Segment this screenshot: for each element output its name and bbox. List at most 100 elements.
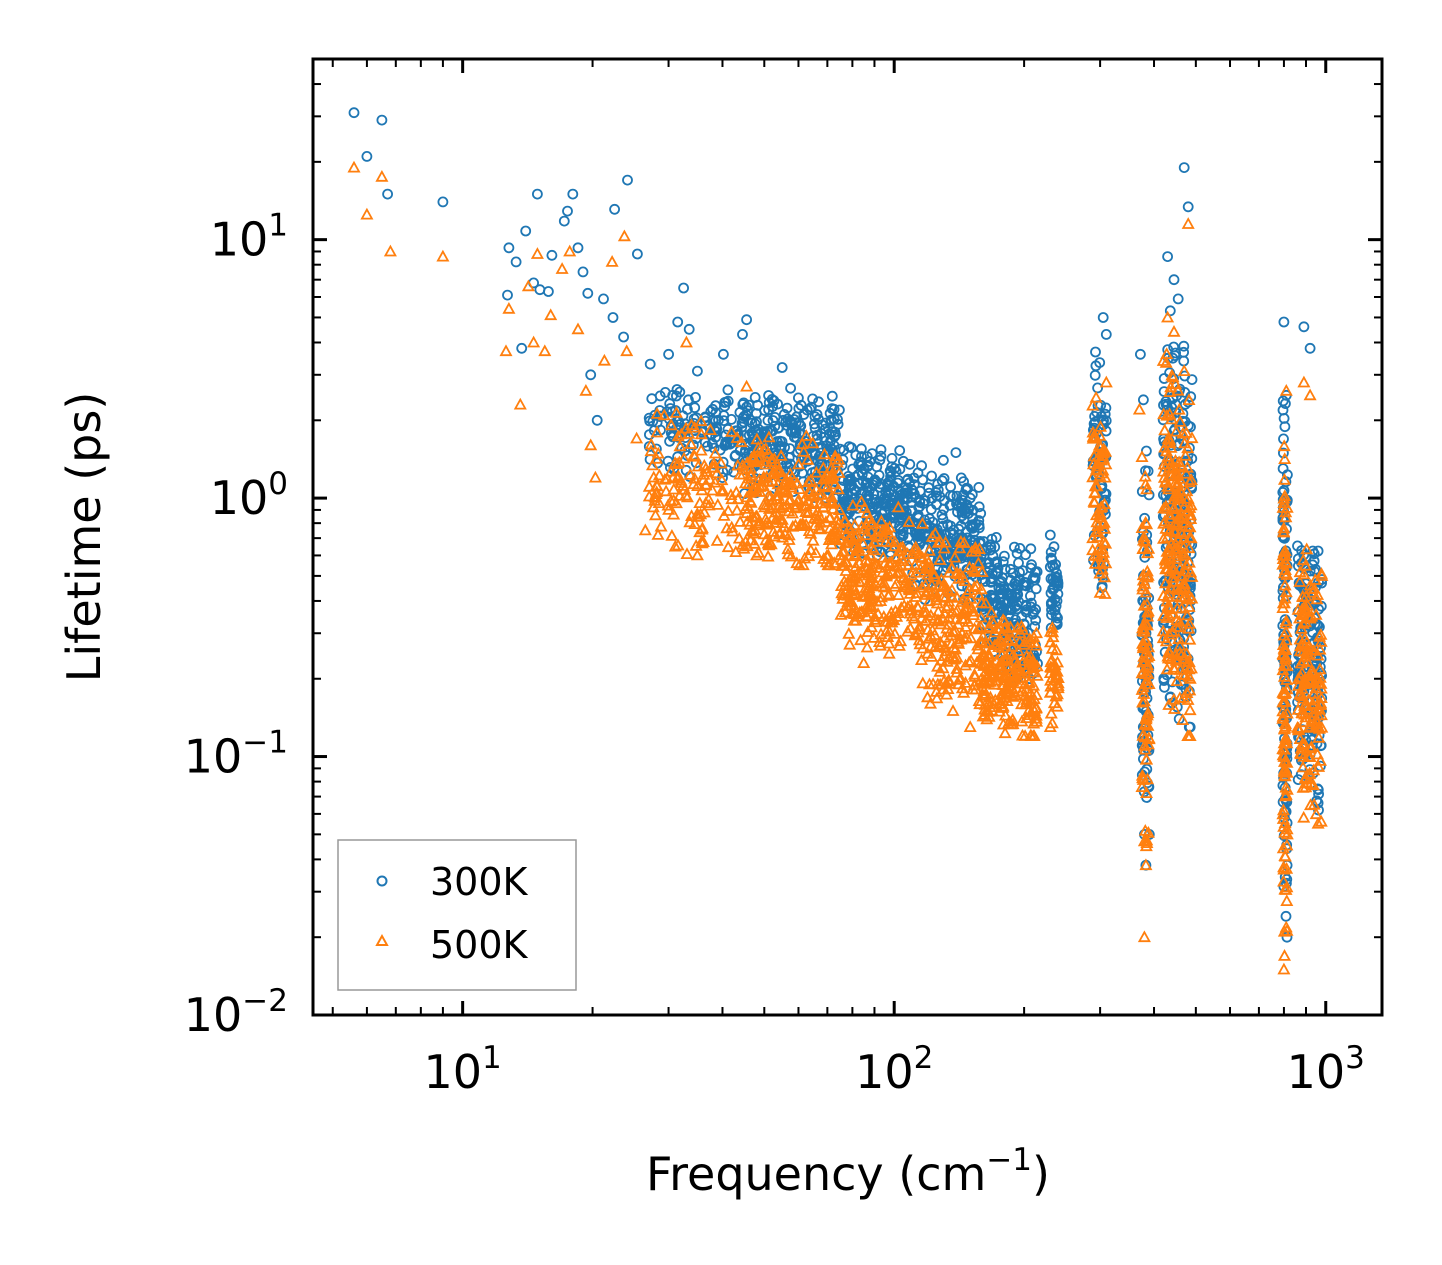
x-tick-label: 103 [1287, 1040, 1365, 1099]
point-500k [1002, 634, 1016, 646]
legend-marker-300k [376, 875, 388, 887]
legend: 300K 500K [337, 839, 577, 991]
point-300k [622, 174, 633, 186]
point-500k [1173, 638, 1187, 651]
point-500k [825, 490, 839, 503]
point-500k [954, 632, 968, 645]
point-500k [950, 662, 964, 674]
point-500k [1294, 747, 1308, 760]
point-500k [911, 625, 925, 638]
point-500k [1162, 609, 1176, 621]
point-500k [891, 560, 905, 572]
point-300k [1280, 910, 1292, 922]
point-500k [892, 565, 906, 578]
point-300k [908, 479, 920, 491]
point-500k [1179, 466, 1193, 479]
point-300k [847, 463, 858, 475]
point-500k [1184, 661, 1198, 674]
point-500k [1313, 754, 1328, 766]
point-500k [830, 513, 844, 526]
point-500k [1276, 557, 1290, 570]
point-500k [1314, 681, 1328, 694]
point-300k [785, 418, 796, 430]
point-500k [1280, 682, 1294, 695]
point-500k [759, 533, 773, 546]
point-500k [826, 472, 840, 485]
point-300k [520, 225, 532, 237]
point-500k [869, 615, 883, 628]
point-300k [618, 331, 629, 343]
point-500k [919, 559, 933, 572]
point-500k [1088, 556, 1102, 569]
point-500k [933, 635, 947, 648]
point-500k [772, 484, 786, 497]
point-500k [661, 498, 675, 511]
point-500k [852, 541, 866, 554]
point-500k [1009, 688, 1023, 701]
point-500k [952, 677, 966, 690]
point-500k [697, 467, 711, 480]
point-300k [1027, 572, 1039, 584]
point-300k [1182, 201, 1194, 213]
point-500k [950, 665, 964, 678]
point-500k [1139, 858, 1153, 871]
point-500k [746, 453, 760, 466]
point-500k [1162, 627, 1176, 640]
point-300k [1277, 404, 1289, 416]
point-500k [1276, 807, 1290, 820]
point-500k [883, 535, 897, 548]
point-500k [1158, 514, 1172, 527]
point-500k [1099, 445, 1113, 457]
point-500k [1044, 706, 1058, 719]
point-500k [1302, 611, 1316, 623]
point-300k [1002, 587, 1013, 599]
point-500k [804, 526, 818, 539]
point-500k [1029, 701, 1043, 714]
point-500k [1163, 507, 1177, 520]
point-500k [857, 656, 871, 668]
point-500k [809, 546, 823, 558]
point-500k [1172, 402, 1186, 415]
point-300k [947, 490, 959, 502]
point-500k [1277, 763, 1291, 776]
point-500k [915, 580, 929, 593]
point-500k [1276, 695, 1290, 708]
point-300k [809, 411, 821, 423]
point-500k [662, 503, 676, 515]
point-500k [1294, 608, 1308, 621]
point-500k [703, 472, 717, 485]
point-500k [933, 664, 947, 677]
point-300k [821, 440, 832, 452]
point-300k [993, 582, 1005, 594]
point-300k [1100, 494, 1111, 506]
point-300k [893, 484, 904, 496]
point-500k [1049, 643, 1063, 656]
point-500k [968, 565, 982, 577]
point-500k [1136, 695, 1150, 708]
point-500k [957, 685, 971, 698]
point-500k [1164, 380, 1178, 393]
series-500k [347, 160, 1329, 975]
point-300k [913, 501, 924, 513]
point-500k [1009, 653, 1023, 666]
point-500k [1135, 780, 1149, 792]
point-300k [1089, 369, 1101, 381]
point-500k [1280, 706, 1294, 719]
point-500k [849, 603, 863, 616]
point-500k [1181, 693, 1195, 705]
point-500k [706, 460, 720, 473]
point-500k [797, 517, 811, 530]
point-500k [916, 551, 930, 563]
point-500k [684, 437, 698, 449]
point-500k [744, 461, 758, 474]
point-300k [830, 429, 841, 441]
point-500k [1169, 515, 1183, 528]
point-300k [1048, 541, 1060, 553]
point-300k [1010, 591, 1022, 603]
point-500k [1276, 601, 1290, 613]
point-500k [976, 629, 990, 642]
point-500k [1009, 662, 1023, 675]
point-500k [897, 598, 911, 611]
point-500k [773, 498, 787, 511]
